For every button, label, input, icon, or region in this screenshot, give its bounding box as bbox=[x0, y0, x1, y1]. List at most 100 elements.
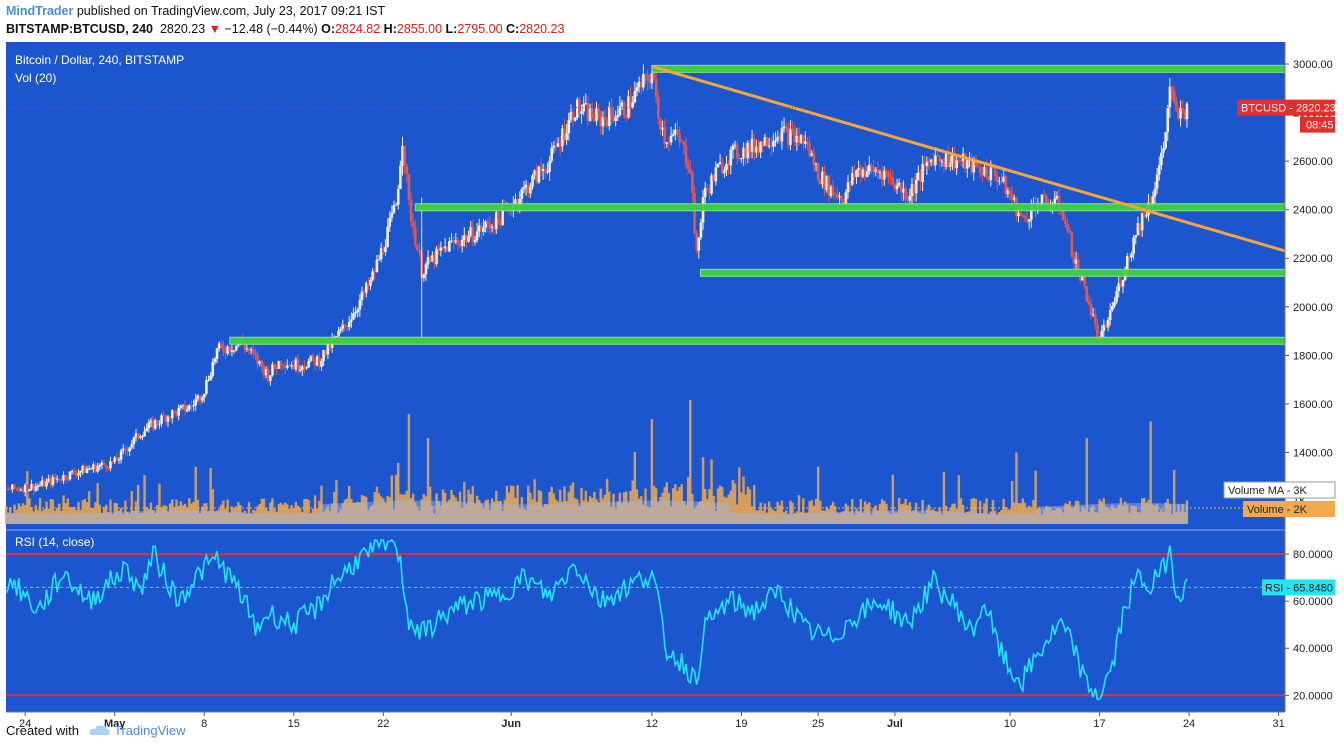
candle-body bbox=[1066, 223, 1069, 231]
tradingview-brand[interactable]: TradingView bbox=[114, 723, 186, 738]
volume-tag bbox=[1243, 501, 1335, 517]
volume-bar bbox=[433, 513, 436, 524]
candle-body bbox=[642, 73, 645, 88]
candle-body bbox=[53, 477, 57, 480]
candle-body bbox=[723, 169, 726, 174]
candle-body bbox=[1185, 103, 1189, 120]
candle-body bbox=[477, 225, 481, 232]
candle-body bbox=[516, 199, 519, 206]
candle-body bbox=[1074, 259, 1078, 264]
volume-bar bbox=[337, 512, 340, 524]
candle-body bbox=[861, 169, 865, 177]
candle-body bbox=[629, 96, 632, 108]
candle-body bbox=[23, 484, 27, 493]
candle-body bbox=[620, 102, 624, 107]
candle-body bbox=[258, 360, 261, 364]
volume-bar bbox=[388, 497, 391, 524]
candle-body bbox=[1151, 196, 1155, 206]
volume-bar bbox=[256, 506, 259, 524]
volume-bar bbox=[1162, 512, 1165, 524]
volume-bar bbox=[718, 485, 722, 524]
candle-body bbox=[1136, 223, 1140, 236]
volume-bar bbox=[128, 513, 131, 524]
candle-body bbox=[422, 274, 426, 279]
candle-body bbox=[765, 137, 769, 147]
candle-body bbox=[405, 165, 409, 175]
candle-body bbox=[622, 102, 626, 117]
candle-body bbox=[904, 188, 907, 200]
volume-bar bbox=[341, 503, 345, 524]
author-name[interactable]: MindTrader bbox=[6, 4, 74, 18]
volume-bar bbox=[1068, 501, 1071, 524]
candle-body bbox=[699, 222, 703, 238]
candle-body bbox=[991, 167, 995, 169]
rsi-tag-label: RSI - 65.8480 bbox=[1265, 582, 1333, 594]
rsi-tick-label: 20.0000 bbox=[1293, 690, 1333, 702]
volume-bar bbox=[488, 510, 492, 524]
candle-body bbox=[315, 356, 319, 366]
candle-body bbox=[1177, 110, 1180, 119]
price-axis-area[interactable] bbox=[1285, 42, 1344, 712]
chart-plot-area[interactable] bbox=[6, 42, 1285, 712]
volume-bar bbox=[1119, 497, 1123, 524]
candle-body bbox=[663, 127, 666, 144]
volume-bar bbox=[96, 483, 99, 524]
volume-bar bbox=[1008, 509, 1012, 524]
candle-body bbox=[983, 167, 986, 176]
volume-bar bbox=[1057, 507, 1061, 524]
candle-body bbox=[352, 313, 355, 320]
candle-body bbox=[435, 248, 438, 265]
candle-body bbox=[313, 358, 317, 366]
volume-bar bbox=[693, 509, 696, 524]
candle-body bbox=[631, 102, 635, 108]
volume-bar bbox=[812, 505, 816, 524]
candle-body bbox=[870, 164, 873, 168]
volume-bar bbox=[1087, 511, 1091, 524]
candle-body bbox=[288, 365, 291, 367]
support-zone-4 bbox=[229, 336, 1286, 345]
candle-body bbox=[784, 126, 788, 129]
volume-bar bbox=[1168, 504, 1172, 524]
volume-bar bbox=[49, 499, 52, 524]
candle-body bbox=[761, 141, 765, 146]
volume-bar bbox=[143, 475, 146, 524]
rsi-line bbox=[5, 538, 1188, 701]
candle-body bbox=[806, 141, 809, 143]
volume-bar bbox=[200, 506, 204, 524]
candle-body bbox=[539, 166, 543, 171]
candle-body bbox=[226, 346, 229, 354]
candle-body bbox=[390, 212, 394, 218]
volume-bar bbox=[968, 511, 971, 524]
volume-bar bbox=[1019, 503, 1022, 524]
candle-body bbox=[917, 172, 920, 180]
candle-body bbox=[217, 343, 221, 349]
volume-bar bbox=[610, 506, 613, 524]
candle-body bbox=[652, 73, 656, 79]
volume-bar bbox=[416, 506, 419, 524]
volume-bar bbox=[4, 506, 8, 524]
low-label: L: bbox=[445, 22, 458, 36]
candle-body bbox=[298, 369, 302, 371]
candle-body bbox=[610, 106, 613, 115]
volume-bar bbox=[597, 502, 600, 524]
candle-body bbox=[780, 128, 784, 142]
volume-bar bbox=[780, 500, 784, 524]
volume-bar bbox=[917, 512, 920, 524]
volume-bar bbox=[324, 509, 327, 524]
candle-body bbox=[823, 171, 826, 190]
candle-body bbox=[989, 167, 993, 181]
candle-body bbox=[900, 182, 903, 193]
volume-bar bbox=[1010, 480, 1014, 524]
volume-bar bbox=[345, 498, 349, 524]
candle-body bbox=[188, 405, 191, 410]
volume-bar bbox=[1185, 500, 1189, 524]
candle-body bbox=[100, 462, 104, 466]
candle-body bbox=[737, 158, 741, 160]
volume-bar bbox=[816, 466, 820, 524]
volume-bar bbox=[1002, 498, 1005, 524]
volume-bar bbox=[266, 510, 270, 524]
volume-bar bbox=[1059, 508, 1063, 524]
volume-bar bbox=[512, 486, 515, 524]
volume-bar bbox=[113, 502, 116, 524]
